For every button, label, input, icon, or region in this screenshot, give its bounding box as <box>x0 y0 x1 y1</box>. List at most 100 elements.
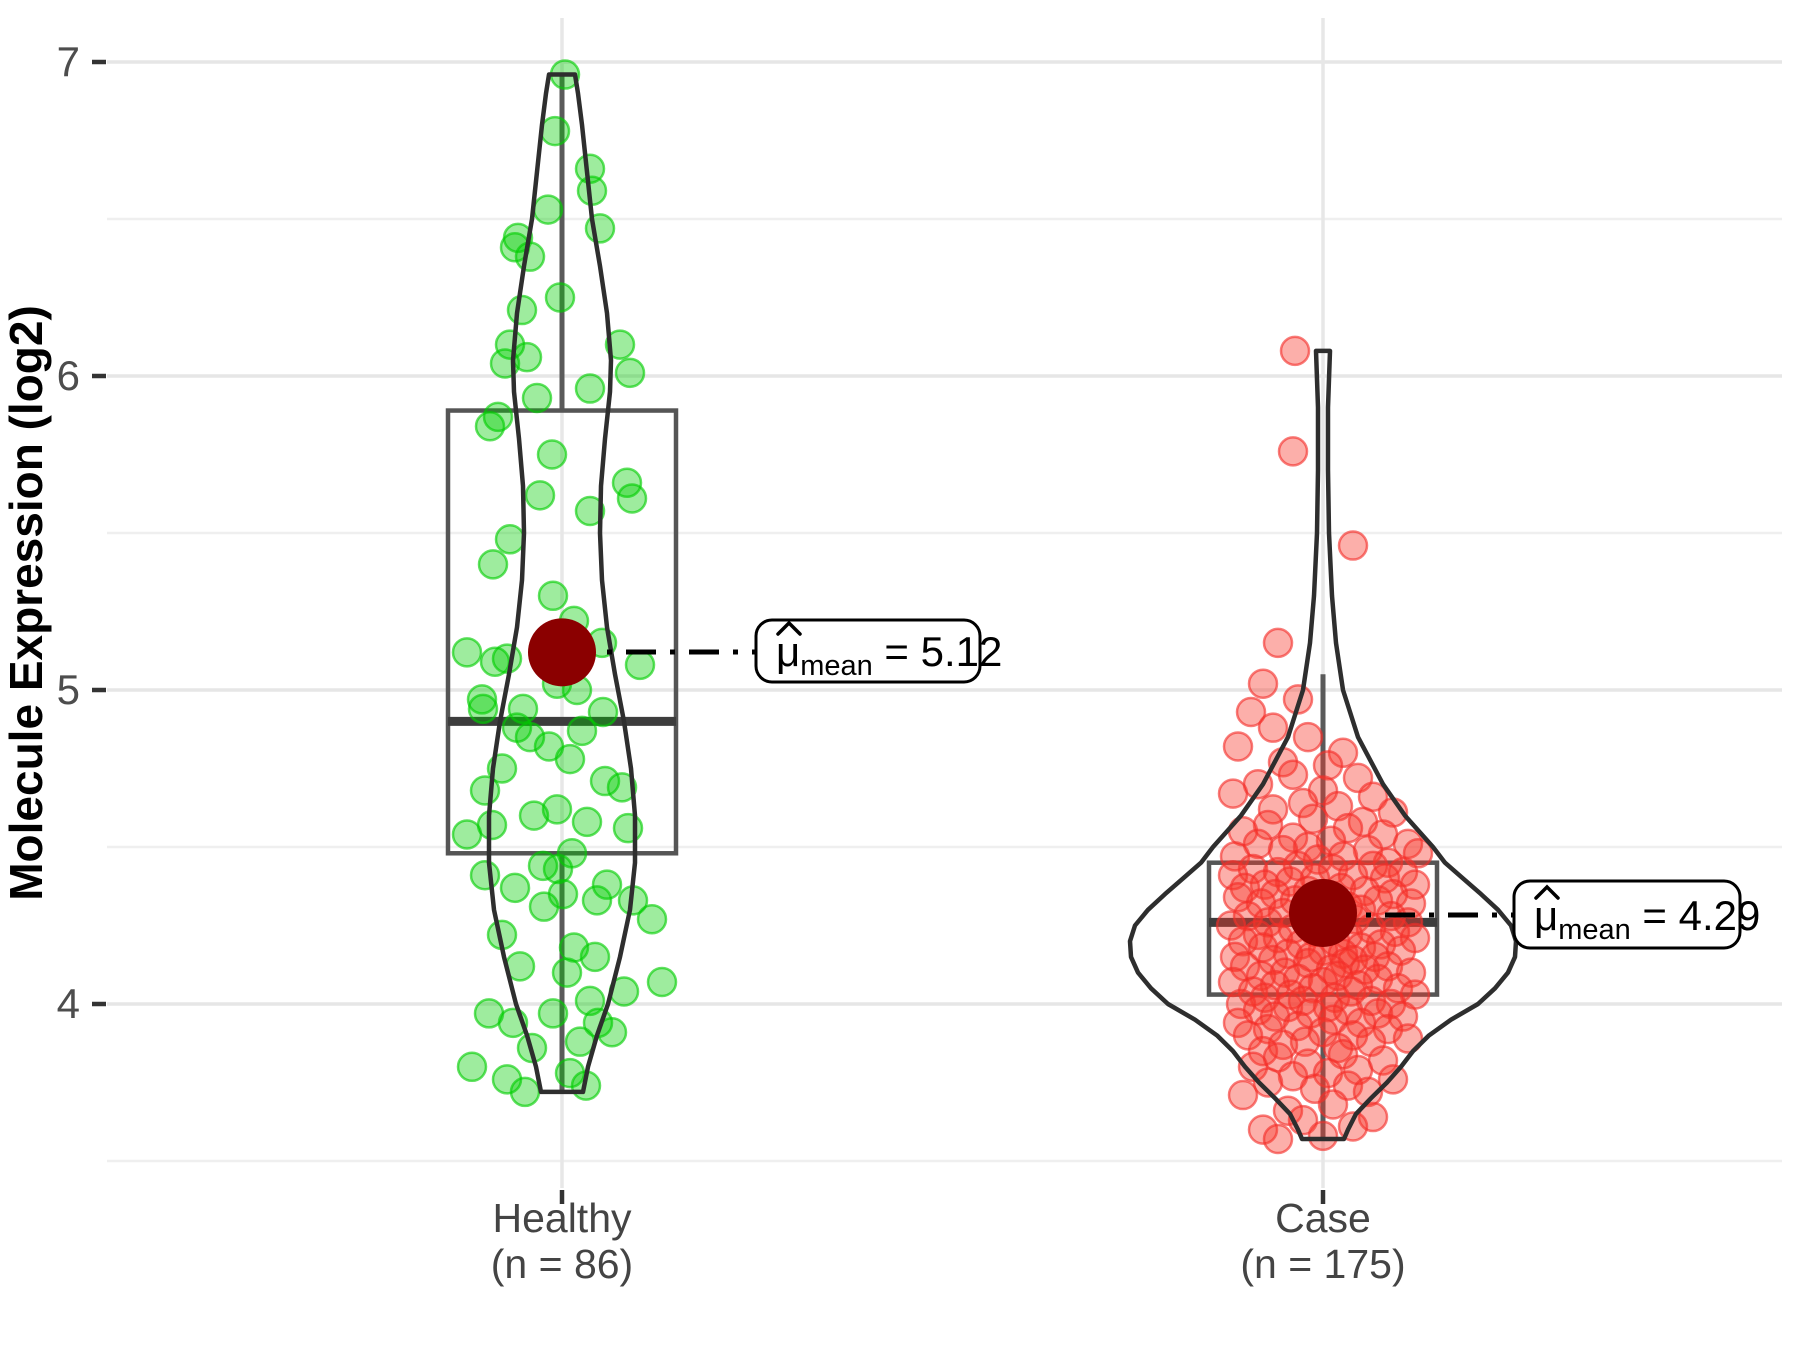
healthy-data-point <box>451 819 483 850</box>
healthy-data-point <box>477 549 509 580</box>
case-data-point <box>1252 1067 1284 1098</box>
healthy-annotation-text: μmean = 5.12 <box>776 628 1002 682</box>
case-data-point <box>1215 910 1247 941</box>
healthy-annotation-box <box>754 618 982 684</box>
healthy-x-label: Healthy <box>492 1195 632 1241</box>
healthy-data-point <box>564 1026 596 1057</box>
healthy-data-point <box>542 853 574 885</box>
case-x-label: Case <box>1275 1195 1371 1241</box>
case-data-point <box>1225 988 1257 1020</box>
healthy-data-point <box>544 282 576 313</box>
case-data-point <box>1242 828 1274 860</box>
case-data-point <box>1257 712 1289 743</box>
case-data-point <box>1377 878 1409 910</box>
healthy-data-point <box>554 1057 586 1089</box>
healthy-data-point <box>616 483 648 514</box>
healthy-data-point <box>541 794 573 825</box>
case-data-point <box>1277 759 1309 791</box>
case-data-point <box>1307 1120 1339 1152</box>
case-data-point <box>1227 1079 1259 1111</box>
healthy-data-point <box>466 684 498 715</box>
healthy-data-point <box>589 765 621 797</box>
healthy-data-point <box>636 903 668 935</box>
case-data-point <box>1247 668 1279 699</box>
case-data-point <box>1277 436 1309 467</box>
case-mu-hat-caret <box>1534 884 1560 900</box>
case-data-point <box>1279 335 1311 367</box>
healthy-data-point <box>612 812 644 844</box>
y-axis-title: Molecule Expression (log2) <box>0 305 52 901</box>
case-data-point <box>1262 1123 1294 1155</box>
y-tick-label: 5 <box>57 666 80 713</box>
y-tick-label: 6 <box>57 352 80 399</box>
healthy-data-point <box>579 941 611 973</box>
case-data-point <box>1222 731 1254 762</box>
healthy-data-point <box>521 382 553 414</box>
healthy-data-point <box>469 775 501 806</box>
gridlines <box>107 18 1782 1188</box>
healthy-data-point <box>469 860 501 891</box>
healthy-data-point <box>509 1076 541 1108</box>
healthy-data-point <box>524 480 556 511</box>
healthy-data-point <box>494 524 526 555</box>
healthy-data-point <box>574 495 606 527</box>
healthy-data-point <box>491 643 523 674</box>
case-data-point <box>1312 750 1344 781</box>
case-data-point <box>1247 1035 1279 1067</box>
healthy-data-point <box>506 294 538 326</box>
healthy-x-sublabel: (n = 86) <box>491 1241 633 1287</box>
healthy-mu-hat-caret <box>776 620 802 636</box>
healthy-data-point <box>587 696 619 728</box>
case-mean-dot <box>1289 878 1357 947</box>
case-annotation-box <box>1512 879 1742 950</box>
case-points <box>1215 335 1434 1155</box>
healthy-data-point <box>537 580 569 612</box>
healthy-data-point <box>566 715 598 747</box>
healthy-data-point <box>528 891 560 922</box>
healthy-data-point <box>499 872 531 904</box>
y-axis: 4 5 6 7 Molecule Expression (log2) <box>0 38 106 1027</box>
healthy-box <box>445 408 679 856</box>
healthy-data-point <box>514 721 546 753</box>
healthy-data-point <box>581 885 613 916</box>
case-data-point <box>1317 1089 1349 1120</box>
case-data-point <box>1252 809 1284 841</box>
case-annotation-text: μmean = 4.29 <box>1534 892 1760 946</box>
case-data-point <box>1289 1026 1321 1057</box>
healthy-data-point <box>574 373 606 404</box>
case-data-point <box>1235 696 1267 728</box>
healthy-data-point <box>451 637 483 668</box>
case-data-point <box>1337 530 1369 561</box>
healthy-mean-annotation: μmean = 5.12 <box>754 618 1002 684</box>
healthy-data-point <box>507 693 539 725</box>
case-data-point <box>1352 1076 1384 1108</box>
healthy-data-point <box>606 772 638 803</box>
healthy-data-point <box>467 693 499 725</box>
case-data-point <box>1222 881 1254 913</box>
healthy-mean-dot <box>528 618 596 687</box>
healthy-data-point <box>539 115 571 147</box>
healthy-data-point <box>536 439 568 470</box>
healthy-data-point <box>537 998 569 1029</box>
healthy-data-point <box>532 194 564 225</box>
healthy-data-point <box>646 966 678 998</box>
healthy-data-point <box>551 957 583 988</box>
case-violin-outline <box>1127 348 1519 1142</box>
y-tick-label: 7 <box>57 38 80 85</box>
case-data-point <box>1247 1114 1279 1145</box>
healthy-data-point <box>604 329 636 360</box>
healthy-data-point <box>571 806 603 838</box>
case-data-point <box>1292 721 1324 753</box>
healthy-data-point <box>474 410 506 442</box>
healthy-data-point <box>514 241 546 272</box>
case-x-sublabel: (n = 175) <box>1240 1241 1405 1287</box>
healthy-data-point <box>624 649 656 681</box>
y-tick-label: 4 <box>57 980 80 1027</box>
case-mean-annotation: μmean = 4.29 <box>1512 879 1760 950</box>
healthy-data-point <box>591 869 623 900</box>
case-data-point <box>1337 860 1369 891</box>
healthy-data-point <box>518 800 550 831</box>
case-data-point <box>1262 627 1294 659</box>
